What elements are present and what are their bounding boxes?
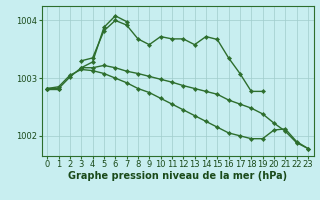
X-axis label: Graphe pression niveau de la mer (hPa): Graphe pression niveau de la mer (hPa) <box>68 171 287 181</box>
